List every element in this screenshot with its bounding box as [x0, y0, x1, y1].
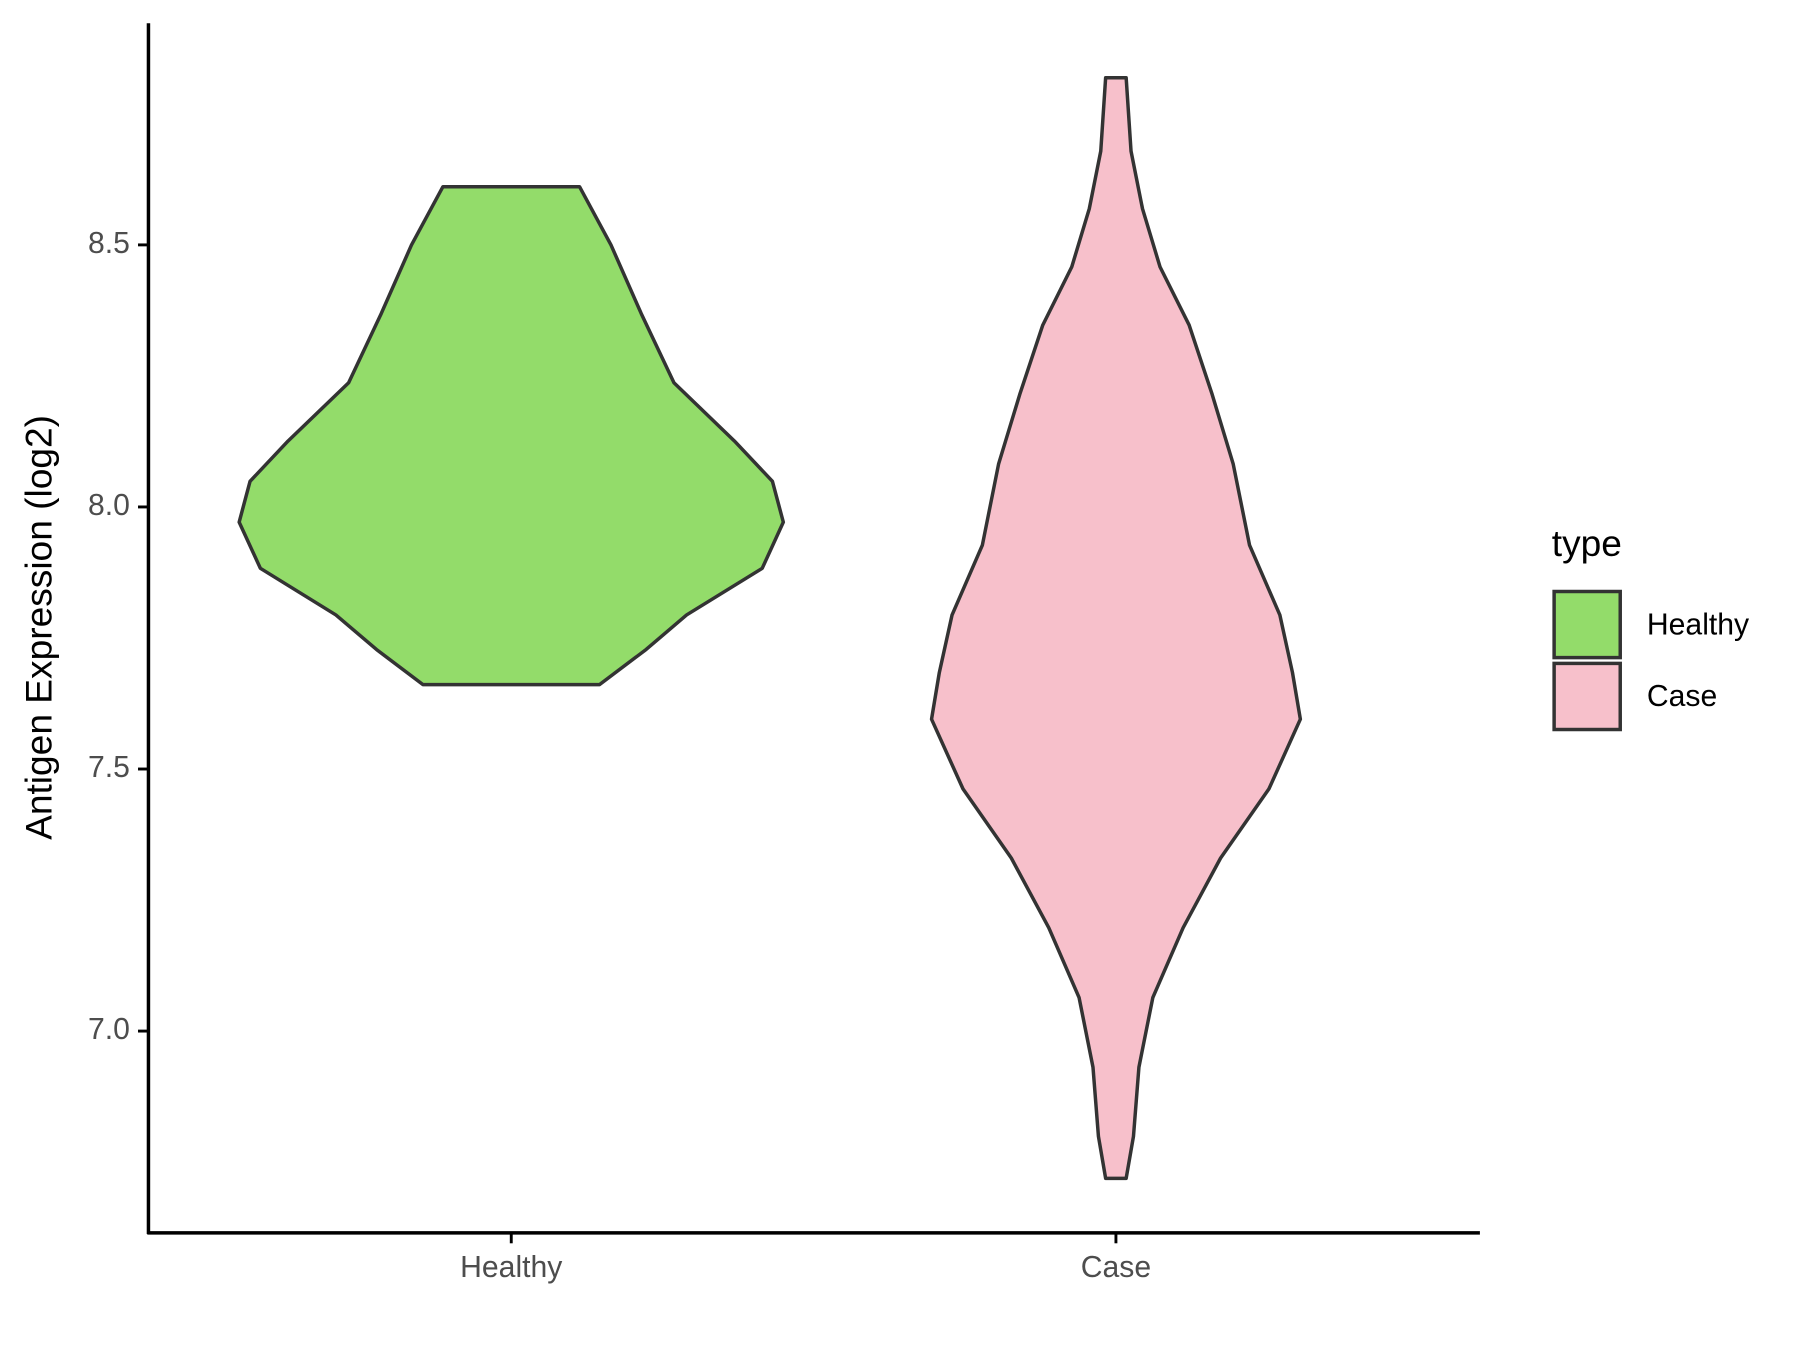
y-tick-label: 8.0 [88, 489, 130, 522]
legend-label: Case [1647, 680, 1717, 713]
x-tick-label: Case [1081, 1251, 1151, 1284]
legend-label: Healthy [1647, 608, 1750, 641]
y-tick-label: 7.5 [88, 751, 130, 784]
legend-title: type [1552, 522, 1622, 564]
legend-swatch [1552, 661, 1622, 732]
x-tick-label: Healthy [460, 1251, 563, 1284]
violin [237, 184, 786, 687]
y-axis-label: Antigen Expression (log2) [18, 415, 60, 840]
y-tick-label: 8.5 [88, 227, 130, 260]
y-tick-label: 7.0 [88, 1013, 130, 1046]
violin [929, 75, 1303, 1181]
legend-swatch [1552, 589, 1622, 660]
